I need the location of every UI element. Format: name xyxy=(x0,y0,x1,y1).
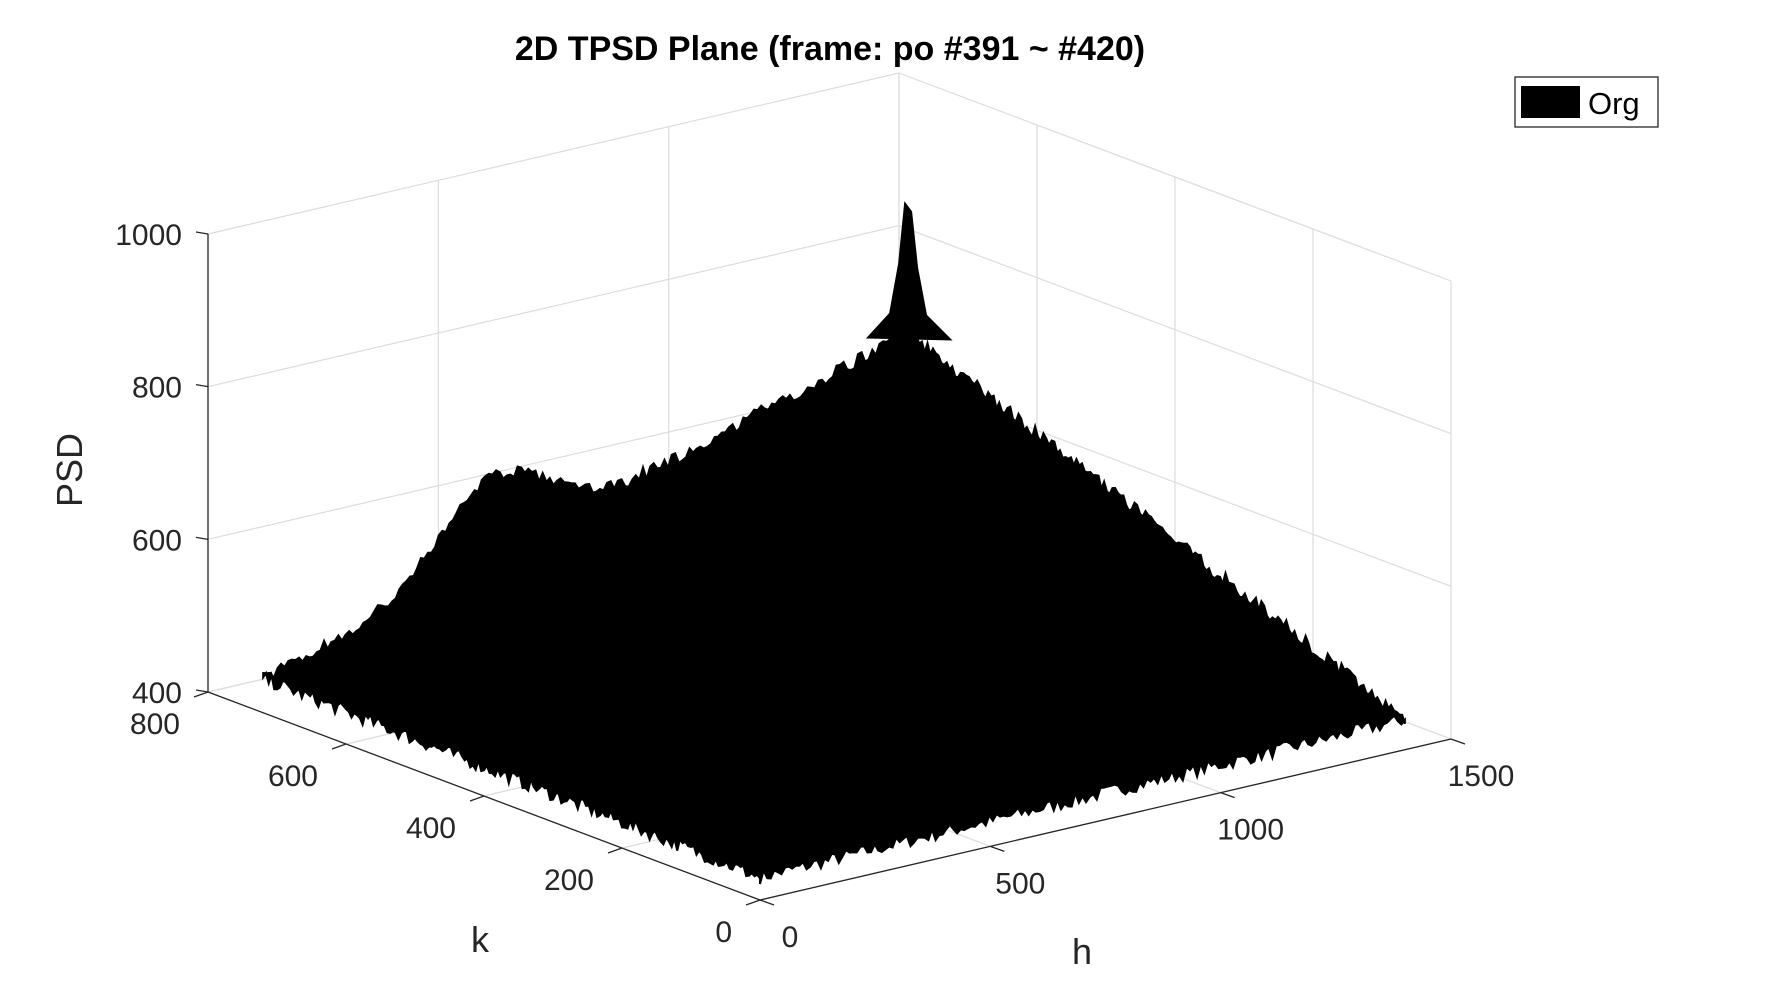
grid-side-wall-z-2 xyxy=(898,225,1452,435)
legend: Org xyxy=(1514,76,1659,128)
h-tick-label-1: 500 xyxy=(995,867,1045,900)
z-tick-label-0: 400 xyxy=(132,677,182,710)
z-tick-label-1: 600 xyxy=(132,524,182,557)
psd-peak xyxy=(865,201,953,341)
k-tick-label-4: 800 xyxy=(130,708,180,741)
h-tick-mark-1 xyxy=(990,845,1005,852)
k-tick-label-3: 600 xyxy=(268,760,318,793)
h-tick-label-2: 1000 xyxy=(1217,814,1284,847)
legend-entry-org: Org xyxy=(1588,86,1640,121)
grid-back-wall-z-3 xyxy=(207,72,900,235)
z-axis-label: PSD xyxy=(49,433,90,507)
h-axis-label: h xyxy=(1072,931,1092,972)
z-tick-mark-2 xyxy=(195,384,209,388)
psd-surface xyxy=(262,327,1406,885)
z-tick-label-3: 1000 xyxy=(115,219,182,252)
chart-title: 2D TPSD Plane (frame: po #391 ~ #420) xyxy=(515,30,1145,68)
grid-back-wall-z-2 xyxy=(207,225,900,388)
z-tick-mark-3 xyxy=(195,231,209,235)
h-tick-mark-3 xyxy=(1450,738,1466,745)
h-tick-mark-2 xyxy=(1220,792,1235,799)
k-tick-mark-1 xyxy=(607,847,623,854)
k-tick-mark-3 xyxy=(331,743,347,750)
k-tick-mark-4 xyxy=(193,691,209,698)
k-axis-label: k xyxy=(471,919,490,960)
z-tick-mark-1 xyxy=(195,536,209,540)
k-tick-mark-2 xyxy=(469,795,485,802)
k-tick-mark-0 xyxy=(745,899,761,906)
h-axis-line xyxy=(759,738,1452,901)
z-tick-mark-0 xyxy=(195,689,209,693)
surface-layer xyxy=(262,201,1406,885)
h-tick-mark-0 xyxy=(759,899,775,906)
z-tick-label-2: 800 xyxy=(132,372,182,405)
k-tick-label-1: 200 xyxy=(544,864,594,897)
h-tick-label-0: 0 xyxy=(782,921,799,954)
k-tick-label-2: 400 xyxy=(406,812,456,845)
grid-side-wall-z-3 xyxy=(898,72,1452,282)
legend-swatch xyxy=(1521,86,1580,118)
k-tick-label-0: 0 xyxy=(715,916,732,949)
h-tick-label-3: 1500 xyxy=(1448,760,1515,793)
